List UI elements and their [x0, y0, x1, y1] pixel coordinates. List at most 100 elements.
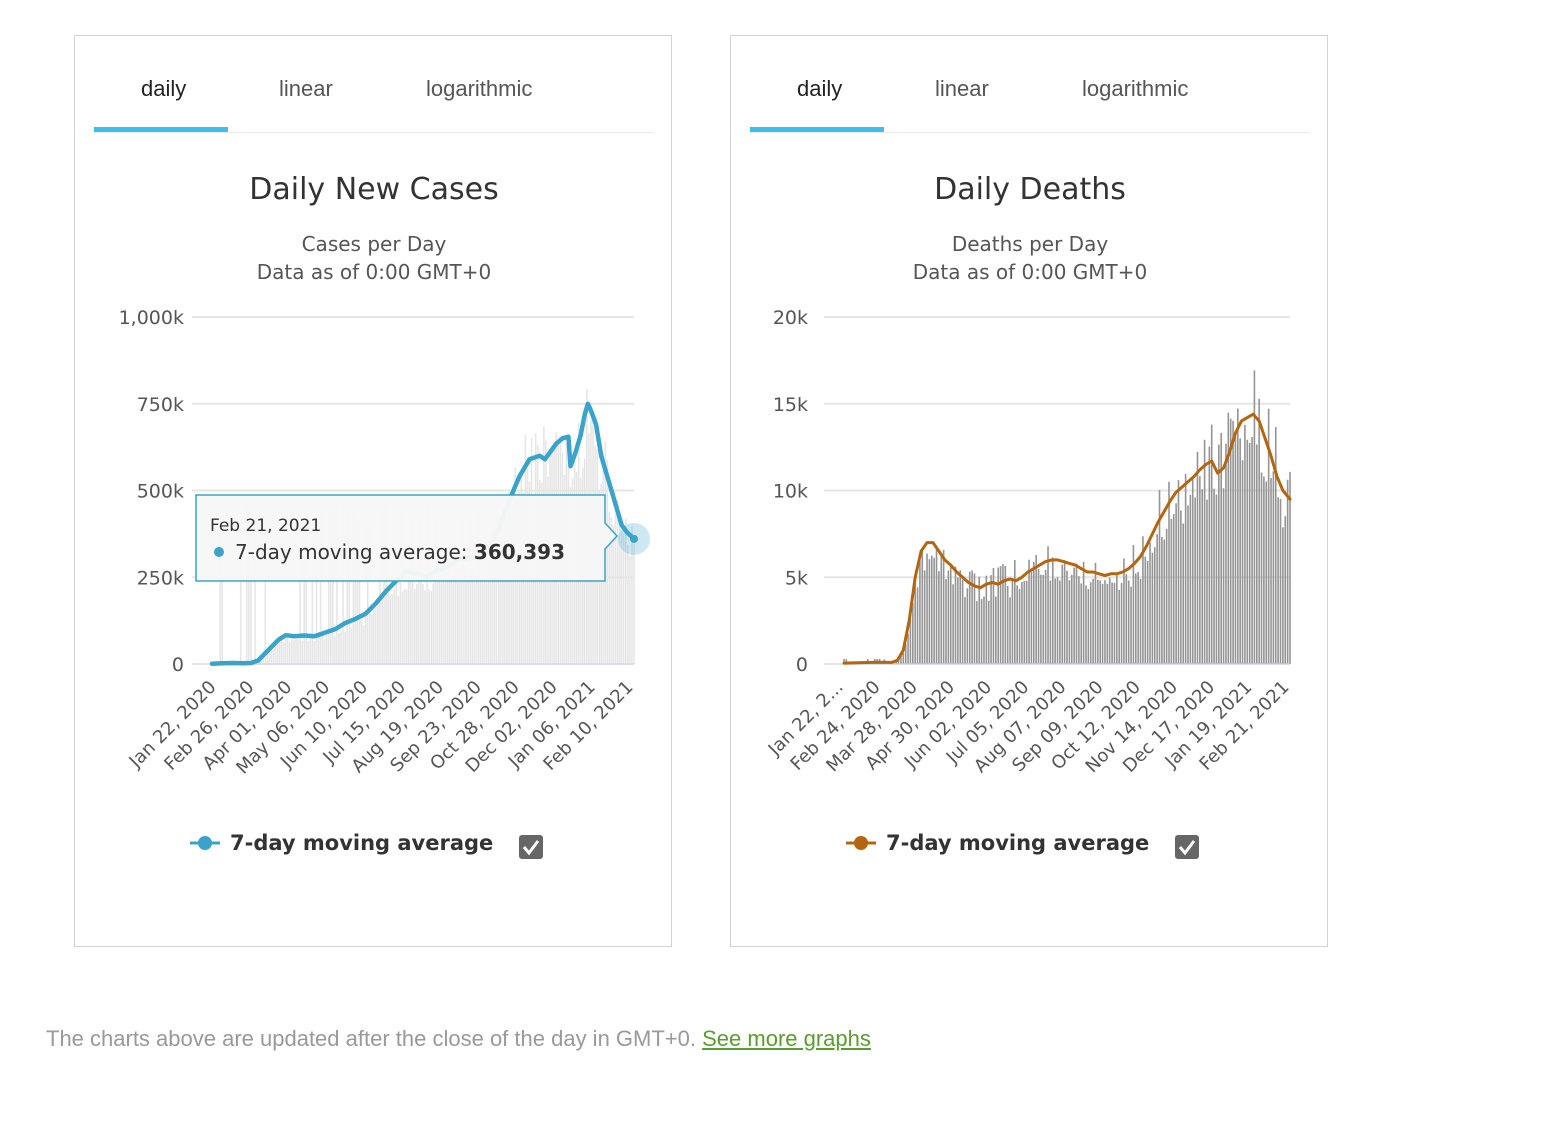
daily-bar: [1002, 564, 1004, 664]
tooltip-series-dot-icon: [214, 547, 224, 557]
daily-bar: [317, 636, 320, 664]
tab-logarithmic[interactable]: logarithmic: [1082, 76, 1189, 101]
chart-subtitle: Data as of 0:00 GMT+0: [913, 260, 1148, 284]
daily-bar: [1189, 495, 1192, 664]
daily-bar: [1146, 560, 1149, 664]
daily-bar: [323, 639, 326, 664]
active-tab-indicator: [750, 127, 884, 132]
daily-bar: [414, 588, 416, 664]
daily-bar: [1137, 571, 1139, 664]
daily-bar: [1241, 460, 1244, 664]
daily-bar: [1142, 536, 1144, 664]
daily-bar: [1070, 574, 1073, 664]
daily-bar: [1151, 552, 1154, 664]
daily-bar: [385, 506, 387, 664]
daily-bar: [995, 596, 997, 664]
daily-bar: [961, 579, 964, 664]
tab-linear[interactable]: linear: [935, 76, 989, 101]
daily-bar: [481, 569, 484, 664]
daily-bar: [297, 639, 299, 664]
daily-bar: [381, 597, 383, 664]
daily-bar: [270, 650, 273, 664]
see-more-graphs-link[interactable]: See more graphs: [702, 1026, 871, 1051]
tooltip-value: 360,393: [474, 540, 565, 564]
daily-bar: [411, 580, 414, 664]
legend-label: 7-day moving average: [886, 831, 1149, 855]
cases-view-tabs: daily linear logarithmic: [94, 36, 654, 133]
daily-bar: [307, 640, 310, 664]
daily-bar: [1009, 597, 1011, 664]
daily-bar: [1092, 578, 1094, 664]
daily-bar: [1044, 569, 1047, 664]
daily-bar: [1101, 583, 1104, 664]
daily-bar: [1258, 398, 1260, 664]
daily-bar: [926, 553, 928, 664]
daily-bar: [436, 520, 439, 664]
daily-bar: [1270, 477, 1272, 664]
daily-bar: [438, 576, 441, 664]
daily-bar: [442, 577, 445, 664]
daily-bar: [370, 614, 373, 664]
daily-bar: [957, 577, 959, 664]
footer-text: The charts above are updated after the c…: [46, 1026, 696, 1051]
daily-bar: [1163, 539, 1166, 664]
daily-bar: [1218, 444, 1220, 664]
daily-bar: [1016, 585, 1018, 664]
daily-bar: [338, 632, 340, 664]
daily-bar: [1172, 514, 1175, 664]
active-tab-indicator: [94, 127, 228, 132]
daily-bar: [935, 546, 938, 664]
daily-bar: [954, 566, 957, 664]
daily-bar: [1279, 498, 1282, 664]
legend-checkbox[interactable]: [1175, 835, 1199, 859]
daily-bar: [1165, 528, 1168, 664]
moving-average-line: [842, 412, 1292, 665]
daily-bar: [276, 644, 279, 664]
tooltip-box: [195, 494, 619, 582]
daily-bar: [284, 636, 287, 664]
tab-daily[interactable]: daily: [797, 76, 843, 101]
daily-bar: [933, 557, 935, 664]
legend-checkbox[interactable]: [519, 835, 543, 859]
daily-bar: [399, 512, 402, 664]
tab-linear[interactable]: linear: [279, 76, 333, 101]
daily-bar: [471, 569, 473, 664]
daily-bar: [272, 649, 275, 664]
daily-bar: [938, 571, 940, 664]
daily-bar: [319, 505, 322, 664]
daily-bar: [618, 518, 621, 664]
daily-bar: [485, 567, 488, 664]
daily-bar: [430, 591, 432, 664]
legend[interactable]: 7-day moving average: [190, 831, 493, 855]
daily-bar: [1229, 418, 1232, 664]
tab-daily[interactable]: daily: [141, 76, 187, 101]
checkbox-box: [1175, 835, 1199, 859]
daily-bar: [348, 512, 351, 664]
daily-bar: [313, 640, 316, 664]
daily-bar: [379, 515, 381, 664]
legend[interactable]: 7-day moving average: [846, 831, 1149, 855]
daily-bar: [990, 575, 992, 664]
daily-bar: [997, 567, 1000, 664]
check-icon: [522, 840, 540, 856]
daily-bar: [940, 554, 943, 664]
daily-bar: [1059, 580, 1061, 664]
daily-bar: [489, 553, 492, 664]
daily-bar: [608, 511, 611, 664]
legend-dot-icon: [198, 836, 212, 850]
daily-bar: [248, 511, 250, 664]
y-tick-label: 750k: [137, 394, 184, 416]
daily-bar: [516, 505, 519, 664]
daily-bar: [1180, 510, 1182, 664]
chart-title: Daily New Cases: [249, 172, 498, 207]
daily-bar: [1232, 420, 1234, 664]
daily-bar: [1265, 481, 1268, 664]
daily-bar: [1144, 556, 1147, 664]
daily-bar: [1061, 564, 1064, 664]
tab-logarithmic[interactable]: logarithmic: [426, 76, 533, 101]
daily-bar: [409, 516, 412, 664]
daily-bar: [1014, 560, 1016, 664]
daily-bar: [1220, 432, 1223, 664]
daily-bar: [1289, 471, 1291, 664]
daily-bar: [1118, 590, 1120, 664]
